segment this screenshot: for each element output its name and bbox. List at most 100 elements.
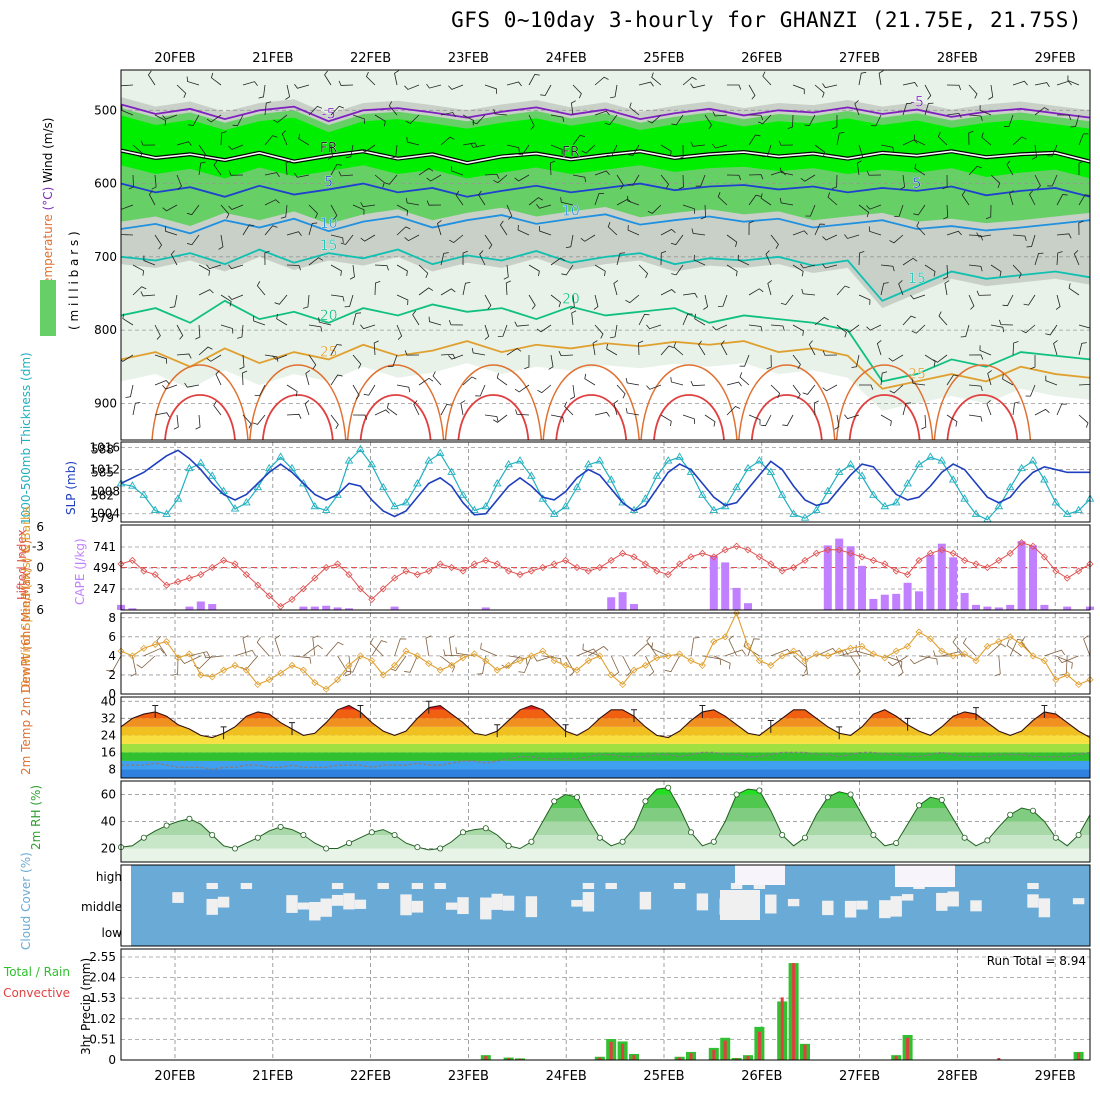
wind10m-point xyxy=(1018,640,1026,649)
contour-15 xyxy=(121,248,1090,302)
thickness-point xyxy=(948,475,958,483)
thickness-point xyxy=(595,456,605,464)
cape-bar xyxy=(333,607,342,610)
rh-point xyxy=(437,845,444,852)
wind-barb xyxy=(880,414,892,427)
lifted-point xyxy=(995,556,1003,564)
wind-barb xyxy=(814,316,829,326)
thickness-point xyxy=(333,490,342,498)
wind-barb xyxy=(572,84,582,99)
wind10m-barb xyxy=(404,655,418,673)
thickness-point xyxy=(869,490,878,498)
thickness-point xyxy=(960,494,969,502)
wind-barb xyxy=(627,195,640,206)
date-label-top: 25FEB xyxy=(643,51,684,66)
wind-barb xyxy=(462,376,477,386)
wind-barb xyxy=(213,400,222,416)
wind-barb xyxy=(550,294,561,308)
wind-barb xyxy=(294,172,310,178)
wind-barb xyxy=(894,204,904,218)
lifted-point xyxy=(356,585,364,593)
lifted-point xyxy=(733,542,741,550)
wind-barb xyxy=(302,294,310,309)
wind10m-point xyxy=(926,635,934,643)
rh-point xyxy=(642,798,649,805)
cape-bar xyxy=(1017,541,1026,610)
wind-barb xyxy=(340,234,354,245)
thickness-point xyxy=(162,509,171,517)
lifted-tick-label: 6 xyxy=(36,603,44,617)
thickness-point xyxy=(652,471,662,479)
wind-barb xyxy=(264,250,270,266)
wind-barb xyxy=(1056,114,1072,120)
wind-barb xyxy=(198,346,213,356)
lifted-point xyxy=(402,567,410,575)
temp-minmax xyxy=(767,719,774,733)
cloud-middle-block xyxy=(320,898,332,917)
wind-barb xyxy=(748,134,761,146)
temp-tick-label: 24 xyxy=(101,728,116,742)
wind-barb xyxy=(770,234,779,249)
cloud-middle-block xyxy=(879,900,891,919)
wind10m-point xyxy=(1006,633,1014,641)
thickness-point xyxy=(287,463,297,472)
wind10m-point xyxy=(425,659,433,668)
cape-bar xyxy=(185,606,194,610)
wind-barb xyxy=(228,204,244,210)
wind10m-barb xyxy=(291,655,312,664)
wind10m-point xyxy=(630,666,638,674)
wind-barb xyxy=(712,324,728,331)
wind-barb xyxy=(330,374,343,386)
wind10m-point xyxy=(892,647,900,655)
wind-barb xyxy=(594,264,606,277)
wind-barb xyxy=(345,144,354,159)
thickness-point xyxy=(903,479,912,487)
contour-label: 10 xyxy=(320,216,338,232)
wind-barb xyxy=(151,174,157,190)
wind-barb xyxy=(396,384,411,393)
wind-barb xyxy=(938,311,948,326)
contour-hot xyxy=(457,394,530,440)
wind-barb xyxy=(143,255,156,266)
lifted-point xyxy=(755,553,763,561)
wind-barb xyxy=(206,354,222,362)
lifted-point xyxy=(847,549,855,557)
wind10m-point xyxy=(505,661,513,669)
lifted-tick-label: -3 xyxy=(32,539,44,553)
wind-barb xyxy=(363,384,376,396)
wind-barb xyxy=(448,320,464,326)
cape-bar xyxy=(1029,545,1037,610)
date-label-bottom: 23FEB xyxy=(448,1069,489,1084)
wind-barb xyxy=(690,380,706,387)
date-label-bottom: 20FEB xyxy=(154,1069,195,1084)
slp-ylabel: SLP (mb) xyxy=(64,461,78,515)
wind-barb xyxy=(910,294,926,300)
wind10m-barb xyxy=(389,655,407,672)
wind10m-point xyxy=(721,633,729,641)
thickness-tick-label: 579 xyxy=(91,511,114,525)
wind-barb xyxy=(176,84,187,99)
date-label-bottom: 21FEB xyxy=(252,1069,293,1084)
wind-barb xyxy=(448,354,464,360)
contour-label: 15 xyxy=(320,238,338,254)
wind-barb xyxy=(802,384,816,395)
cape-bar xyxy=(983,606,992,610)
rh-point xyxy=(414,844,421,851)
contour-25 xyxy=(121,340,1090,390)
wind10m-point xyxy=(197,671,205,679)
wind-barb xyxy=(629,102,640,116)
wind-barb xyxy=(1012,264,1022,279)
thickness-point xyxy=(413,479,422,487)
wind-barb xyxy=(1012,136,1027,146)
lifted-tick-label: 0 xyxy=(36,561,44,575)
contour-hot xyxy=(750,394,823,440)
rh-legend-swatch xyxy=(40,280,56,336)
wind10m-barb xyxy=(455,647,475,657)
wind10m-barb xyxy=(952,636,965,657)
wind-barb xyxy=(858,144,864,160)
wind-barb xyxy=(1009,190,1014,206)
lifted-point xyxy=(128,556,136,564)
lifted-point xyxy=(676,560,684,568)
temp-minmax xyxy=(289,722,295,735)
wind-barb xyxy=(968,264,983,272)
